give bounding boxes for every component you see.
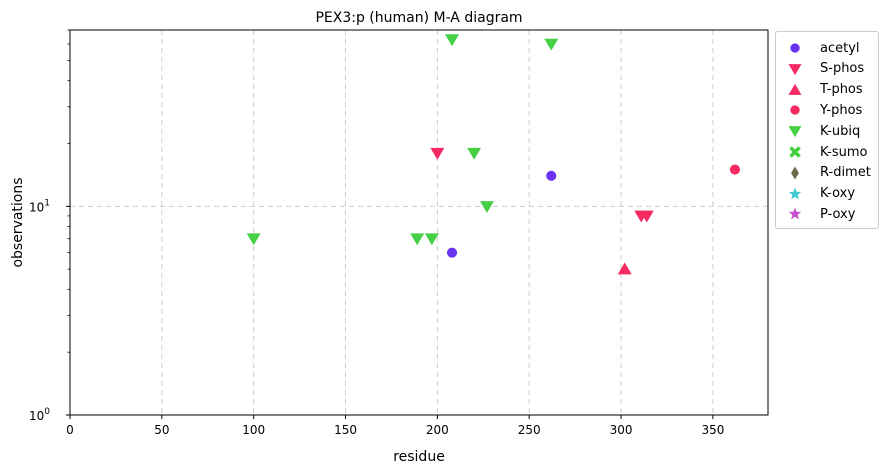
legend-marker-x-filled-icon [789, 146, 801, 158]
legend-item: Y-phos [776, 100, 878, 120]
x-tick-label: 350 [701, 423, 724, 437]
legend-label: K-oxy [820, 186, 856, 202]
x-tick-label: 300 [610, 423, 633, 437]
y-axis-ticks: 100 101 [29, 29, 70, 423]
legend-marker-diamond-icon [791, 166, 799, 180]
legend-label: S-phos [820, 61, 865, 77]
data-point-k-ubiq [445, 34, 460, 47]
x-tick-label: 200 [426, 423, 449, 437]
x-tick-label: 100 [242, 423, 265, 437]
legend-label: Y-phos [820, 102, 863, 118]
legend-marker [788, 187, 802, 199]
data-point-acetyl [546, 170, 557, 181]
legend-item: K-sumo [776, 142, 878, 162]
data-point-y-phos [729, 164, 740, 175]
legend-label: K-sumo [820, 144, 868, 160]
legend-marker [790, 43, 800, 53]
x-tick-label: 0 [66, 423, 74, 437]
legend-label: P-oxy [820, 206, 856, 222]
legend-marker [790, 105, 800, 116]
legend-item: P-oxy [776, 204, 878, 224]
grid-lines [70, 30, 768, 415]
legend-item: K-ubiq [776, 121, 878, 141]
data-point-k-ubiq [424, 233, 439, 246]
x-axis-ticks: 0 50 100 150 200 250 300 350 [66, 415, 724, 437]
y-tick-label: 101 [29, 198, 50, 214]
plot-area [69, 29, 769, 416]
legend-marker [788, 83, 802, 95]
chart-title: PEX3:p (human) M-A diagram [315, 10, 522, 26]
legend-marker-star-icon [788, 187, 802, 199]
legend-marker [788, 63, 802, 75]
legend-marker-triangle-up-icon [788, 83, 802, 95]
data-point-k-ubiq [544, 38, 559, 51]
legend-item: acetyl [776, 38, 878, 58]
data-point-k-ubiq [246, 233, 261, 246]
data-point-s-phos [430, 147, 445, 160]
legend-marker [789, 146, 801, 158]
data-point-acetyl [447, 247, 458, 258]
legend-label: K-ubiq [820, 123, 861, 139]
legend: acetyl S-phos T-phos Y-phos K-ubiq K-sumo R-di… [775, 31, 879, 229]
data-point-k-ubiq [410, 233, 425, 246]
x-axis-label: residue [393, 449, 445, 465]
legend-label: T-phos [820, 82, 863, 98]
y-tick-label: 100 [29, 407, 50, 423]
legend-marker-triangle-down-icon [788, 63, 802, 75]
legend-item: K-oxy [776, 184, 878, 204]
legend-marker [791, 166, 799, 180]
x-tick-label: 250 [518, 423, 541, 437]
data-point-s-phos [639, 210, 654, 223]
legend-label: R-dimet [820, 165, 871, 181]
legend-marker-circle-icon [790, 105, 800, 116]
legend-marker [788, 126, 802, 138]
data-point-k-ubiq [479, 201, 494, 213]
legend-marker-triangle-down-icon [788, 126, 802, 138]
data-points [246, 34, 740, 275]
y-axis-label: observations [10, 177, 26, 267]
legend-item: R-dimet [776, 163, 878, 183]
legend-label: acetyl [820, 40, 860, 56]
x-tick-label: 50 [154, 423, 169, 437]
legend-marker-star-icon [788, 207, 802, 220]
legend-item: T-phos [776, 80, 878, 100]
x-tick-label: 150 [334, 423, 357, 437]
data-point-k-ubiq [467, 147, 482, 160]
legend-marker [788, 207, 802, 220]
legend-item: S-phos [776, 59, 878, 79]
data-point-t-phos [617, 262, 632, 275]
legend-marker-circle-icon [790, 43, 800, 53]
